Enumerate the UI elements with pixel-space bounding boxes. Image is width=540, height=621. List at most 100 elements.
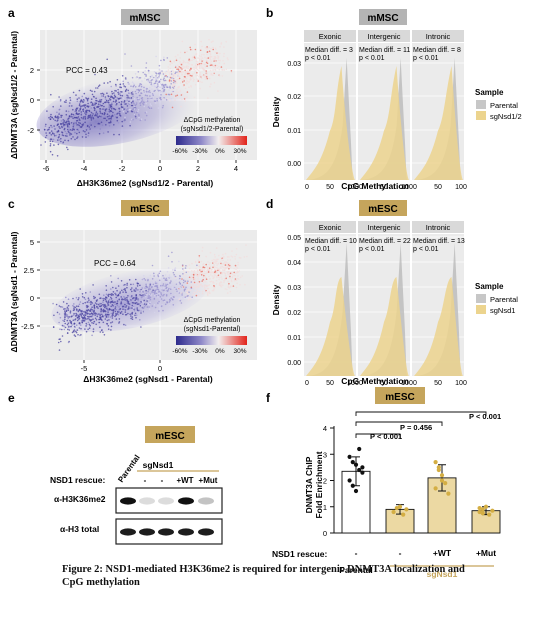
scatter-point xyxy=(198,58,201,60)
scatter-point xyxy=(115,287,117,290)
blot-band-h3k36me2 xyxy=(139,497,155,505)
scatter-point xyxy=(107,325,110,327)
scatter-point xyxy=(56,131,58,133)
scatter-point xyxy=(193,66,195,69)
scatter-point xyxy=(168,79,171,81)
scatter-point xyxy=(84,130,86,133)
scatter-point xyxy=(160,98,162,101)
scatter-point xyxy=(190,67,192,70)
scatter-point xyxy=(245,244,247,246)
scatter-point xyxy=(78,121,80,124)
scatter-point xyxy=(123,101,126,103)
scatter-point xyxy=(67,298,70,301)
scatter-point xyxy=(64,316,66,319)
scatter-point xyxy=(144,304,147,307)
scatter-point xyxy=(122,313,124,316)
colorbar-a-title-1: ΔCpG methylation xyxy=(184,117,241,124)
scatter-point xyxy=(208,284,211,286)
scatter-point xyxy=(187,65,190,68)
scatter-point xyxy=(126,282,128,285)
scatter-point xyxy=(83,296,86,299)
scatter-point xyxy=(202,74,205,77)
scatter-point xyxy=(198,286,200,288)
scatter-point xyxy=(84,117,87,119)
scatter-point xyxy=(155,292,158,295)
scatter-point xyxy=(218,65,220,68)
scatter-point xyxy=(141,300,144,303)
scatter-point xyxy=(55,116,57,119)
scatter-point xyxy=(86,312,88,314)
scatter-point xyxy=(157,85,159,87)
scatter-point xyxy=(119,291,122,293)
scatter-point xyxy=(148,93,150,95)
facet-title: Intergenic xyxy=(368,32,401,41)
scatter-point xyxy=(89,301,92,304)
scatter-point xyxy=(129,97,131,100)
scatter-point xyxy=(141,287,143,289)
scatter-point xyxy=(102,108,104,110)
scatter-point xyxy=(154,306,157,309)
scatter-point xyxy=(159,83,162,85)
scatter-point xyxy=(163,289,165,292)
scatter-point xyxy=(70,113,73,115)
scatter-point xyxy=(218,74,220,76)
scatter-point xyxy=(210,274,212,276)
scatter-point xyxy=(145,74,147,76)
scatter-point xyxy=(165,86,168,88)
scatter-point xyxy=(176,91,178,93)
scatter-point xyxy=(219,282,221,284)
scatter-point xyxy=(94,296,96,299)
scatter-point xyxy=(158,64,161,67)
x-tick-label: 4 xyxy=(234,164,238,173)
scatter-point xyxy=(134,288,137,291)
scatter-point xyxy=(112,100,115,103)
scatter-point xyxy=(136,90,139,93)
scatter-point xyxy=(110,305,112,308)
colorbar-tick-label: 30% xyxy=(233,148,246,155)
scatter-point xyxy=(108,95,110,98)
scatter-point xyxy=(191,75,193,77)
scatter-point xyxy=(210,73,213,76)
scatter-point xyxy=(156,98,158,100)
scatter-point xyxy=(79,301,82,303)
scatter-point xyxy=(131,318,134,321)
x-tick-label: 50 xyxy=(380,184,388,191)
scatter-point xyxy=(58,108,61,111)
scatter-point xyxy=(96,115,98,117)
scatter-point xyxy=(192,73,194,75)
scatter-point xyxy=(72,115,75,117)
scatter-point xyxy=(217,52,219,54)
data-point xyxy=(404,507,409,512)
scatter-point xyxy=(140,296,143,299)
scatter-point xyxy=(86,301,89,303)
scatter-point xyxy=(181,98,183,101)
scatter-point xyxy=(69,312,72,314)
scatter-point xyxy=(229,266,232,269)
scatter-point xyxy=(96,315,99,318)
panel-e: e mESC sgNsd1 Parental - - +WT +Mut NSD1… xyxy=(8,391,223,545)
scatter-point xyxy=(157,274,159,276)
data-point xyxy=(391,509,396,515)
scatter-point xyxy=(98,115,101,117)
scatter-point xyxy=(198,261,200,263)
blot-band-h3k36me2 xyxy=(158,497,174,505)
scatter-point xyxy=(96,87,99,89)
scatter-point xyxy=(121,75,124,77)
scatter-point xyxy=(205,72,208,74)
scatter-point xyxy=(73,334,76,336)
scatter-point xyxy=(64,322,66,325)
scatter-point xyxy=(90,98,93,100)
scatter-point xyxy=(152,283,155,286)
scatter-point xyxy=(179,283,182,285)
scatter-point xyxy=(167,280,169,283)
scatter-point xyxy=(205,255,207,258)
scatter-point xyxy=(174,76,177,78)
scatter-point xyxy=(227,262,229,264)
scatter-point xyxy=(94,107,96,110)
data-point xyxy=(446,491,451,496)
scatter-point xyxy=(99,99,101,101)
blot-row-h3total: α-H3 total xyxy=(60,524,99,534)
facet-strip xyxy=(304,30,356,42)
scatter-point xyxy=(236,277,239,280)
scatter-point xyxy=(235,266,238,268)
